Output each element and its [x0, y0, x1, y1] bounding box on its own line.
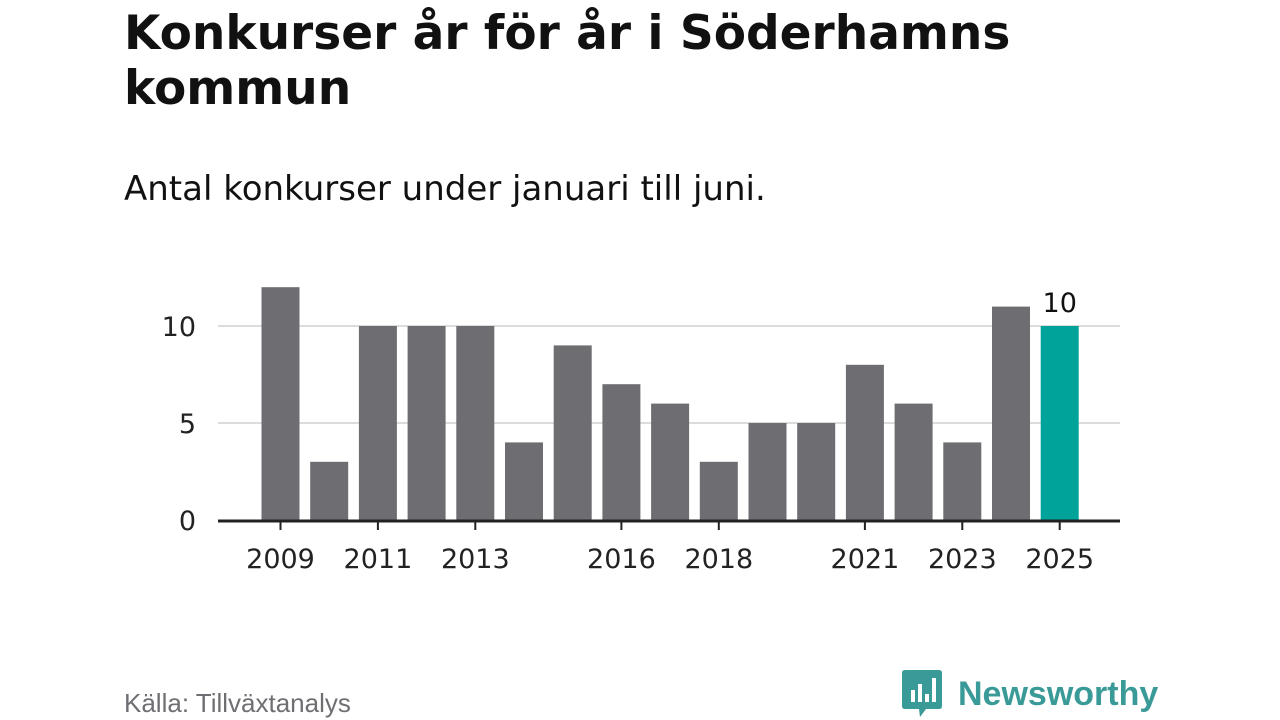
bar	[261, 287, 300, 520]
bar	[456, 326, 495, 520]
chart-speech-bubble-icon	[902, 670, 942, 717]
bar	[651, 403, 690, 520]
y-tick-label: 0	[179, 506, 196, 537]
x-tick-label: 2016	[587, 544, 656, 575]
data-label: 10	[1043, 288, 1077, 319]
bar	[797, 423, 836, 520]
bar	[748, 423, 787, 520]
bar	[310, 461, 349, 520]
x-tick-label: 2025	[1025, 544, 1094, 575]
chart-subtitle: Antal konkurser under januari till juni.	[124, 169, 766, 209]
bar	[407, 326, 446, 520]
bar	[943, 442, 982, 520]
source-note: Källa: Tillväxtanalys	[124, 688, 351, 718]
brand-name: Newsworthy	[958, 674, 1159, 713]
bar	[1040, 326, 1079, 520]
x-tick-label: 2009	[246, 544, 315, 575]
bar	[845, 364, 884, 520]
bar	[505, 442, 543, 520]
x-tick-label: 2018	[684, 544, 753, 575]
y-tick-label: 5	[179, 409, 196, 440]
bar	[358, 326, 397, 520]
chart-title: Konkurser år för år i Söderhamns kommun	[124, 6, 1011, 116]
x-tick-label: 2023	[928, 544, 997, 575]
bar	[894, 403, 933, 520]
bar	[553, 345, 592, 520]
bar-chart: 0 5 10 10 2009 2011 2013 2016 2018 2021 2023 2025	[162, 287, 1120, 575]
brand-logo: Newsworthy	[902, 670, 1158, 718]
x-tick-label: 2021	[831, 544, 900, 575]
bar	[992, 306, 1030, 520]
x-tick-label: 2013	[441, 544, 510, 575]
y-tick-label: 10	[162, 312, 196, 343]
x-tick-label: 2011	[344, 544, 413, 575]
bar	[699, 461, 738, 520]
bar	[602, 384, 641, 520]
